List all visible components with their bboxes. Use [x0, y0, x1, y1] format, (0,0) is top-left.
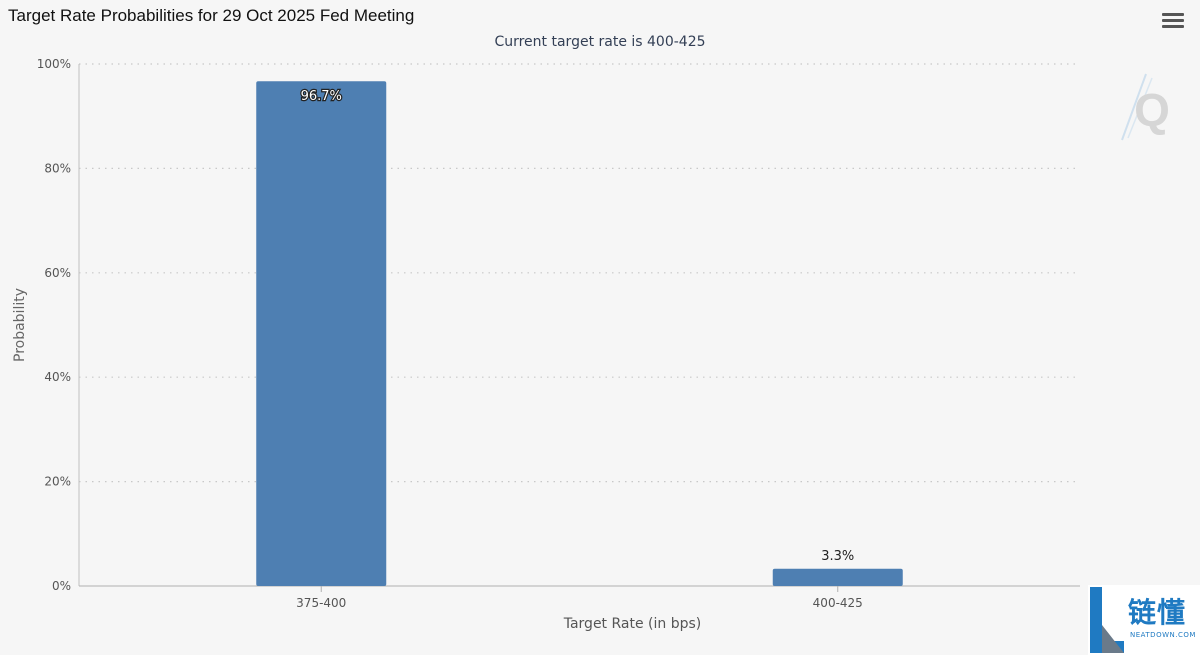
brand-logo: 链懂 NEATDOWN.COM [1088, 585, 1200, 655]
x-tick-label: 400-425 [813, 596, 863, 610]
y-axis-title: Probability [12, 288, 28, 362]
y-tick-label: 40% [44, 370, 71, 384]
y-tick-label: 20% [44, 475, 71, 489]
hamburger-menu-icon[interactable] [1160, 10, 1186, 32]
x-axis-title: Target Rate (in bps) [563, 616, 702, 632]
brand-name-en: NEATDOWN.COM [1130, 631, 1196, 639]
q-watermark-letter: Q [1134, 84, 1170, 136]
q-watermark-logo: Q [1118, 72, 1178, 146]
bar[interactable] [772, 568, 903, 586]
bars [256, 81, 903, 586]
bar[interactable] [256, 81, 387, 586]
page-title: Target Rate Probabilities for 29 Oct 202… [8, 6, 415, 25]
brand-name-cn: 链懂 [1128, 596, 1187, 629]
chart-subtitle: Current target rate is 400-425 [494, 34, 706, 50]
y-tick-label: 60% [44, 266, 71, 280]
y-tick-label: 80% [44, 161, 71, 175]
labels: 0% 20% 40% 60% 80% 100% Probability Target Rate… [12, 57, 863, 632]
data-label: 3.3% [821, 549, 854, 564]
y-tick-label: 0% [52, 579, 71, 593]
x-tick-label: 375-400 [296, 596, 346, 610]
data-label: 96.7% [301, 89, 342, 104]
y-tick-label: 100% [37, 57, 71, 71]
axes [78, 64, 1080, 592]
gridlines [79, 63, 1080, 483]
